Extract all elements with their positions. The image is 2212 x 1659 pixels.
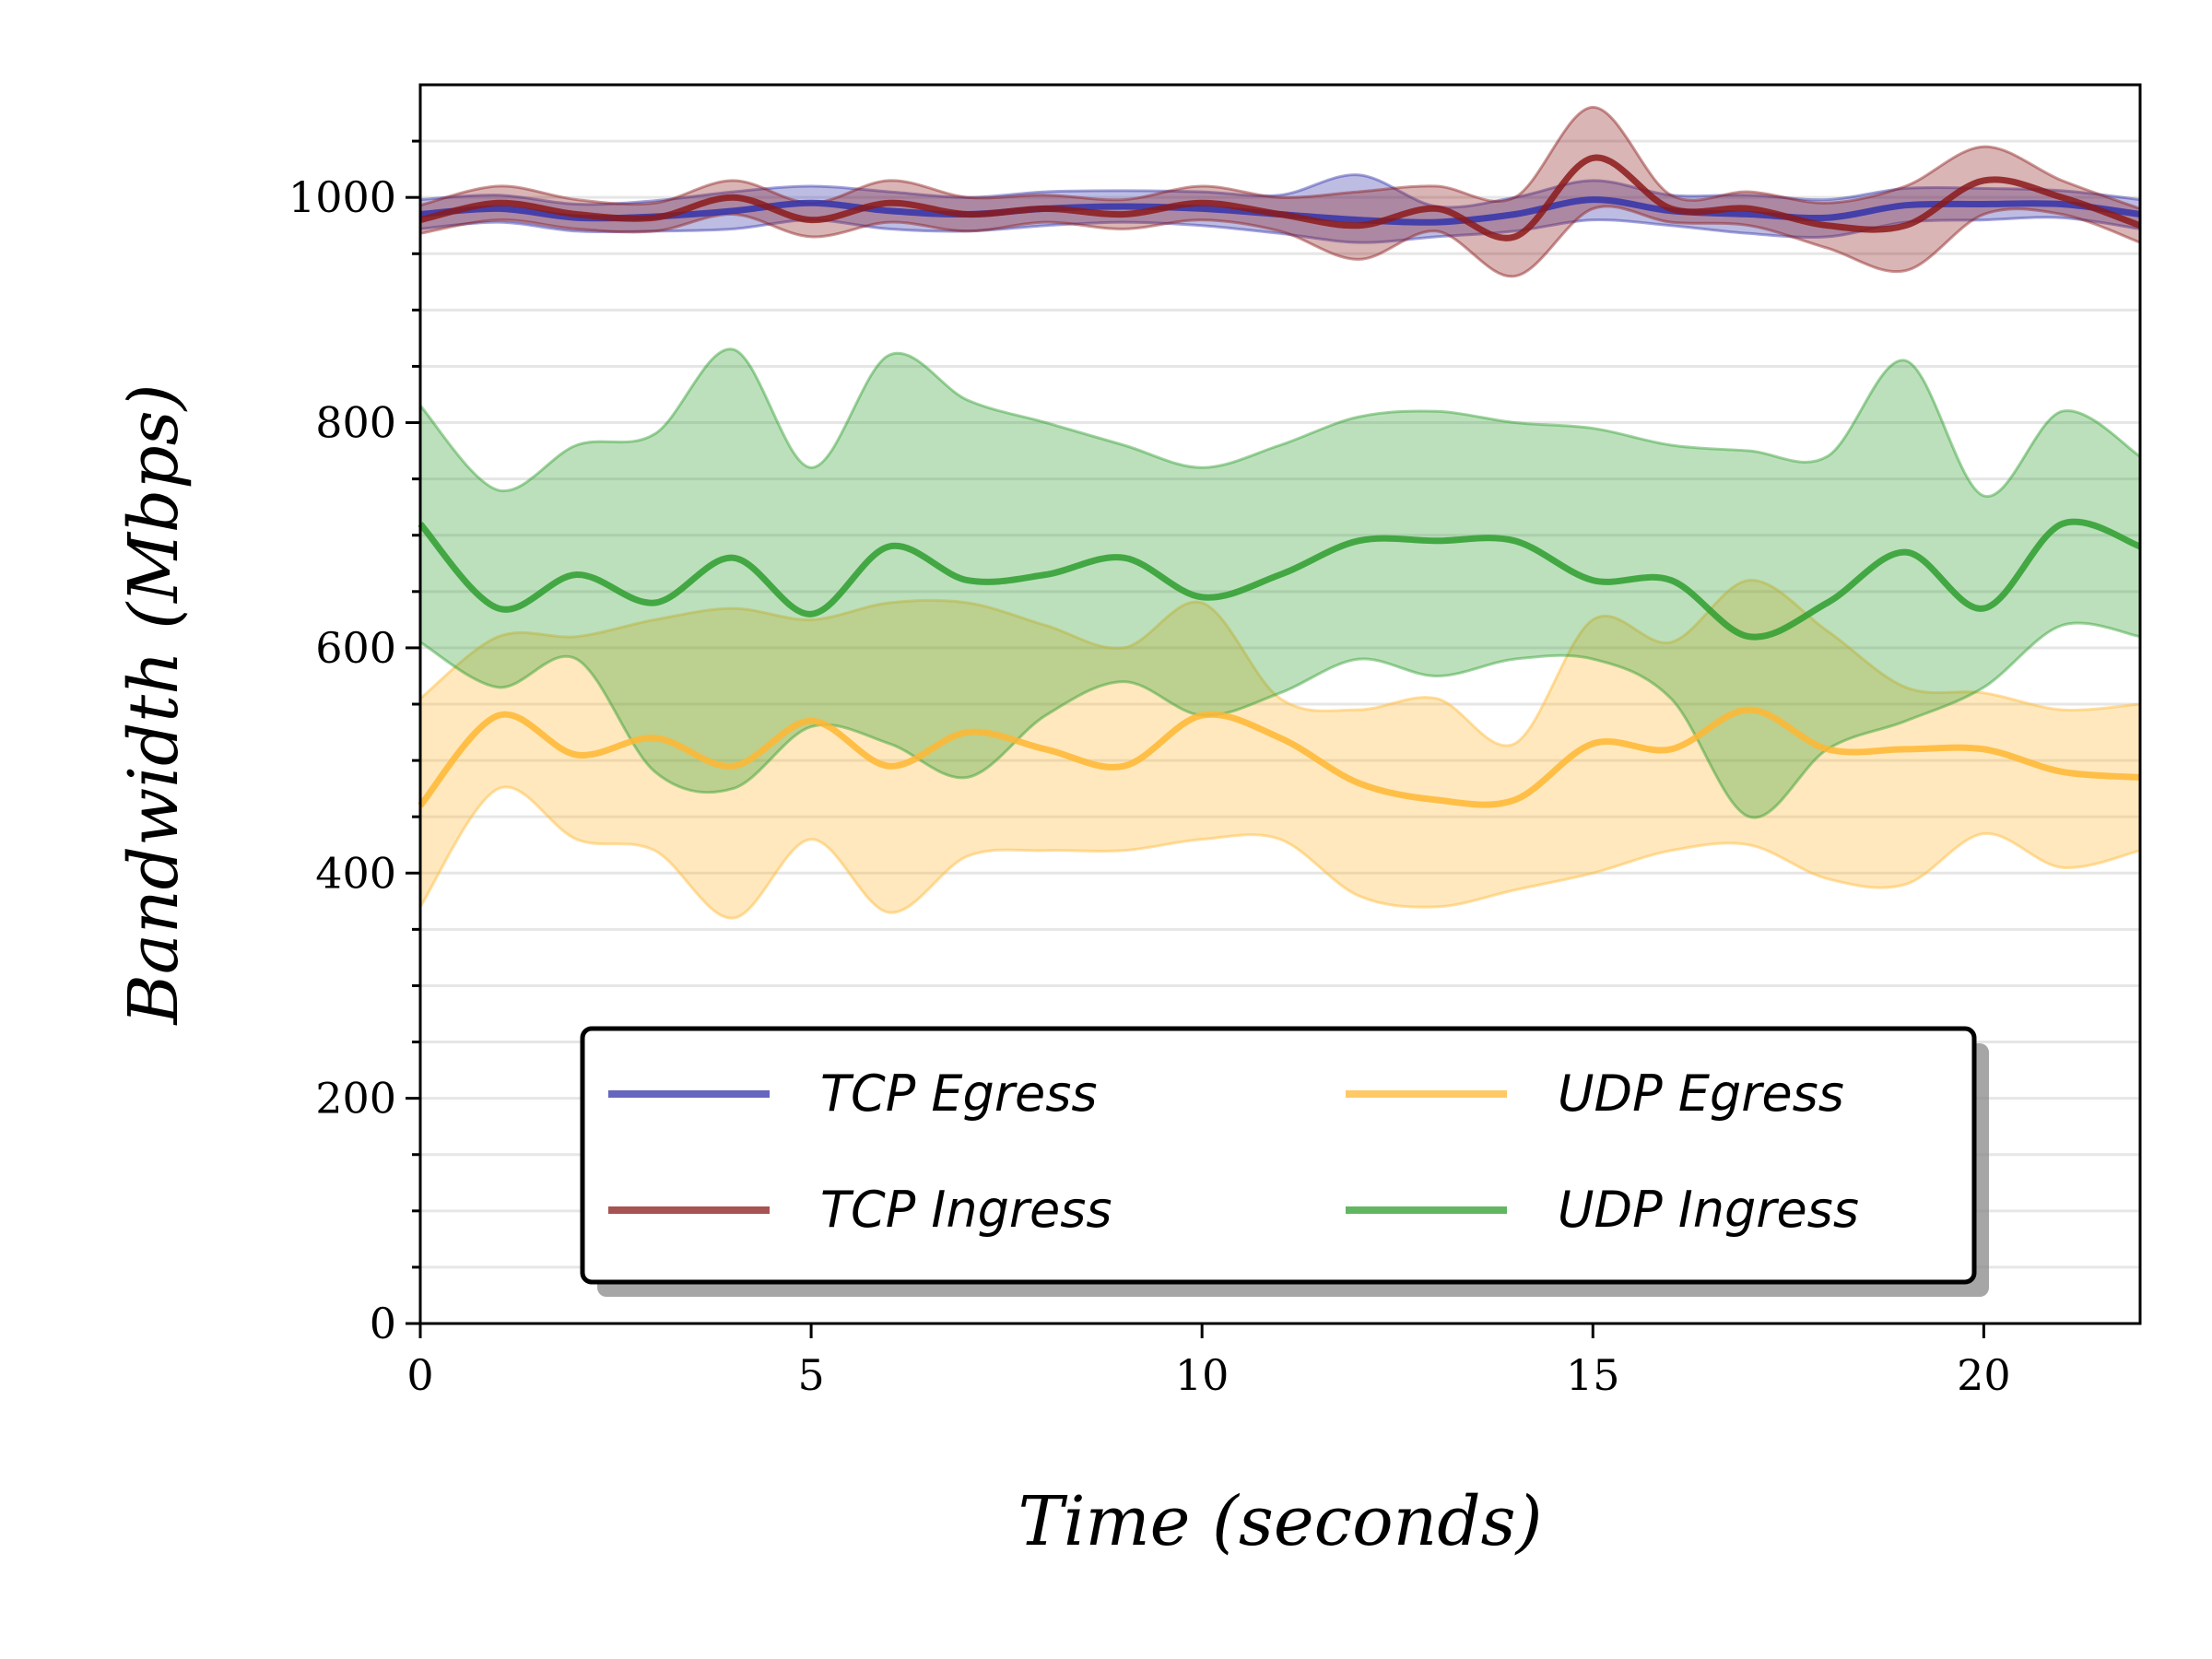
x-tick-label: 10: [1175, 1350, 1230, 1400]
legend-label-udp-egress: UDP Egress: [1558, 1065, 1844, 1123]
grid-lines: [420, 139, 2140, 1269]
x-tick-label: 5: [797, 1350, 824, 1400]
axis-ticks: 0 200 400 600 800 1000 0 5 10 15 20: [288, 139, 2011, 1400]
legend-label-tcp-ingress: TCP Ingress: [820, 1181, 1112, 1239]
y-tick-label: 400: [315, 848, 396, 898]
legend-label-udp-ingress: UDP Ingress: [1558, 1181, 1859, 1239]
y-tick-label: 1000: [288, 172, 396, 222]
x-tick-label: 0: [406, 1350, 433, 1400]
y-tick-label: 0: [370, 1299, 396, 1348]
y-axis-label: Bandwidth (Mbps): [114, 383, 194, 1026]
y-tick-label: 600: [315, 623, 396, 673]
legend: TCP Egress TCP Ingress UDP Egress UDP Ingre…: [580, 1026, 1989, 1297]
tcp-ingress-line: [419, 154, 2142, 241]
legend-label-tcp-egress: TCP Egress: [820, 1065, 1098, 1123]
x-tick-label: 20: [1957, 1350, 2011, 1400]
x-tick-label: 15: [1566, 1350, 1620, 1400]
udp-ingress-line: [418, 518, 2142, 641]
x-axis-label: Time (seconds): [1018, 1482, 1542, 1561]
series-layer: [418, 105, 2142, 920]
udp-ingress-band: [418, 347, 2142, 819]
y-tick-label: 200: [315, 1074, 396, 1124]
y-tick-label: 800: [315, 398, 396, 448]
legend-box: [580, 1026, 1977, 1285]
udp-egress-line: [418, 706, 2141, 808]
